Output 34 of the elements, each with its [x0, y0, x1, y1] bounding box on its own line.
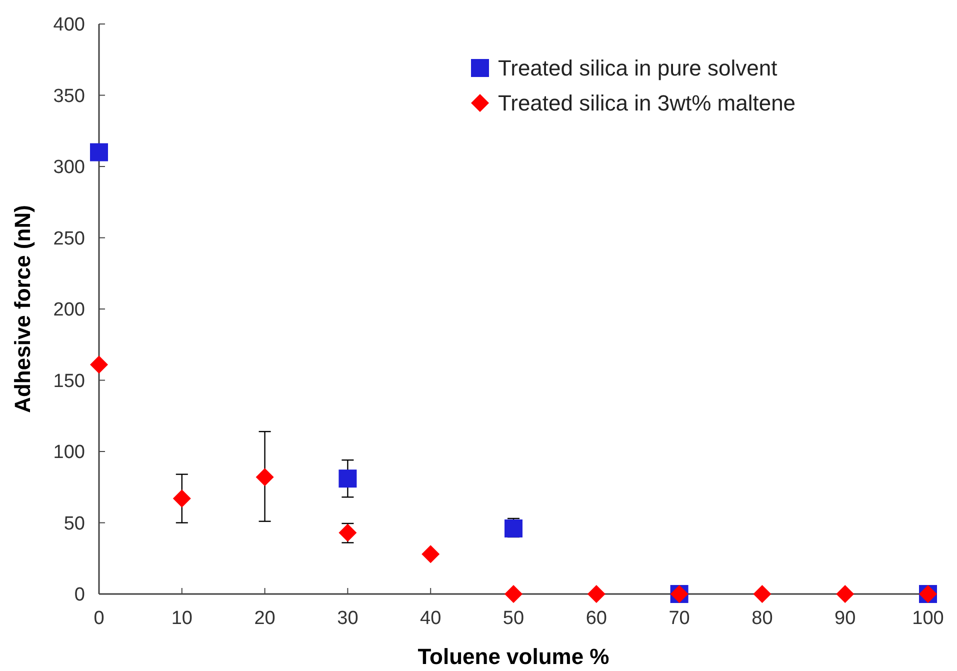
y-tick-label: 150: [53, 370, 85, 392]
x-axis-title: Toluene volume %: [418, 644, 610, 669]
point: [753, 585, 772, 603]
y-tick-label: 100: [53, 442, 85, 464]
x-tick-label: 80: [752, 608, 773, 629]
point: [504, 585, 522, 603]
y-tick-label: 300: [53, 157, 85, 178]
x-tick-label: 50: [502, 608, 524, 629]
x-tick-label: 30: [337, 608, 358, 629]
x-tick-label: 90: [834, 608, 856, 629]
x-tick-label: 0: [94, 608, 104, 629]
y-tick-label: 50: [64, 513, 85, 534]
point: [422, 545, 440, 564]
point: [172, 490, 191, 508]
y-tick-label: 350: [53, 86, 85, 107]
point: [90, 143, 108, 162]
point: [338, 470, 357, 488]
y-tick-label: 0: [74, 584, 85, 606]
x-tick-label: 10: [171, 608, 192, 629]
x-tick-label: 20: [254, 608, 276, 629]
point: [90, 356, 108, 374]
point: [256, 468, 274, 486]
y-tick-label: 400: [53, 14, 85, 36]
point: [836, 585, 854, 603]
x-tick-label: 40: [420, 608, 442, 629]
x-tick-label: 100: [912, 608, 944, 629]
legend-label: Treated silica in 3wt% maltene: [498, 90, 796, 116]
x-tick-label: 70: [668, 608, 690, 629]
y-tick-label: 200: [53, 300, 85, 321]
point: [587, 585, 606, 603]
x-tick-label: 60: [586, 608, 607, 629]
legend-label: Treated silica in pure solvent: [498, 56, 778, 81]
y-tick-label: 250: [53, 228, 85, 250]
y-axis-title: Adhesive force (nN): [10, 205, 35, 413]
